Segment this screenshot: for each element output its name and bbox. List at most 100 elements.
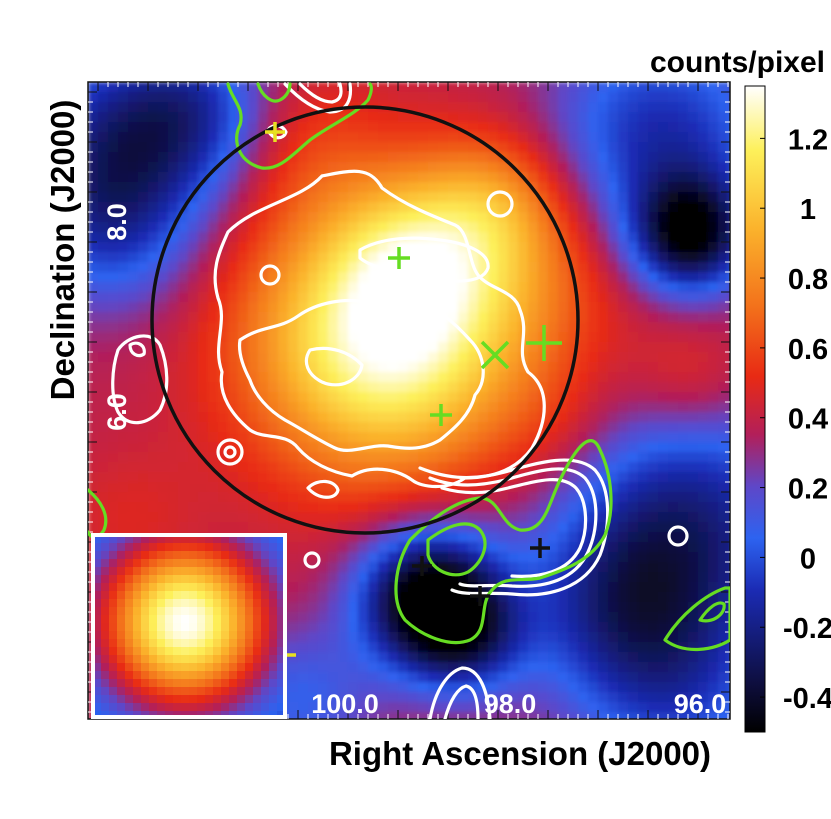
inset-cell xyxy=(141,639,150,648)
heatmap-cell xyxy=(558,172,569,183)
heatmap-cell xyxy=(328,642,339,653)
heatmap-cell xyxy=(718,392,729,403)
heatmap-cell xyxy=(658,302,669,313)
heatmap-cell xyxy=(688,232,699,243)
heatmap-cell xyxy=(338,292,349,303)
heatmap-cell xyxy=(518,682,529,693)
heatmap-cell xyxy=(688,382,699,393)
heatmap-cell xyxy=(538,232,549,243)
inset-cell xyxy=(117,559,126,568)
heatmap-cell xyxy=(658,392,669,403)
heatmap-cell xyxy=(248,412,259,423)
heatmap-cell xyxy=(338,542,349,553)
heatmap-cell xyxy=(248,82,259,93)
heatmap-cell xyxy=(168,312,179,323)
inset-cell xyxy=(93,711,102,717)
heatmap-cell xyxy=(378,282,389,293)
inset-cell xyxy=(237,631,246,640)
heatmap-cell xyxy=(698,112,709,123)
heatmap-cell xyxy=(498,622,509,633)
heatmap-cell xyxy=(668,192,679,203)
inset-cell xyxy=(173,607,182,616)
heatmap-cell xyxy=(578,452,589,463)
heatmap-cell xyxy=(498,712,509,719)
heatmap-cell xyxy=(108,302,119,313)
heatmap-cell xyxy=(438,222,449,233)
heatmap-cell xyxy=(218,422,229,433)
heatmap-cell xyxy=(428,232,439,243)
heatmap-cell xyxy=(668,602,679,613)
heatmap-cell xyxy=(478,202,489,213)
heatmap-cell xyxy=(158,182,169,193)
heatmap-cell xyxy=(408,592,419,603)
heatmap-cell xyxy=(228,202,239,213)
heatmap-cell xyxy=(298,542,309,553)
heatmap-cell xyxy=(578,102,589,113)
inset-cell xyxy=(173,687,182,696)
heatmap-cell xyxy=(488,372,499,383)
heatmap-cell xyxy=(368,152,379,163)
heatmap-cell xyxy=(718,242,729,253)
heatmap-cell xyxy=(158,462,169,473)
heatmap-cell xyxy=(128,92,139,103)
heatmap-cell xyxy=(448,612,459,623)
heatmap-cell xyxy=(598,342,609,353)
heatmap-cell xyxy=(448,412,459,423)
inset-cell xyxy=(197,663,206,672)
heatmap-cell xyxy=(668,182,679,193)
heatmap-cell xyxy=(428,102,439,113)
heatmap-cell xyxy=(448,632,459,643)
heatmap-cell xyxy=(678,592,689,603)
inset-cell xyxy=(269,551,278,560)
inset-cell xyxy=(125,687,134,696)
heatmap-cell xyxy=(348,442,359,453)
heatmap-cell xyxy=(408,482,419,493)
heatmap-cell xyxy=(198,462,209,473)
heatmap-cell xyxy=(318,222,329,233)
heatmap-cell xyxy=(708,202,719,213)
heatmap-cell xyxy=(298,342,309,353)
inset-cell xyxy=(133,535,142,544)
heatmap-cell xyxy=(718,532,729,543)
heatmap-cell xyxy=(648,522,659,533)
heatmap-cell xyxy=(508,302,519,313)
heatmap-cell xyxy=(368,632,379,643)
heatmap-cell xyxy=(418,572,429,583)
heatmap-cell xyxy=(288,202,299,213)
heatmap-cell xyxy=(198,522,209,533)
heatmap-cell xyxy=(348,192,359,203)
inset-cell xyxy=(149,695,158,704)
heatmap-cell xyxy=(528,712,539,719)
heatmap-cell xyxy=(328,332,339,343)
heatmap-cell xyxy=(628,152,639,163)
heatmap-cell xyxy=(638,142,649,153)
heatmap-cell xyxy=(88,162,99,173)
heatmap-cell xyxy=(268,202,279,213)
heatmap-cell xyxy=(318,302,329,313)
inset-cell xyxy=(149,583,158,592)
heatmap-cell xyxy=(658,592,669,603)
heatmap-cell xyxy=(618,262,629,273)
inset-cell xyxy=(269,703,278,712)
heatmap-cell xyxy=(328,92,339,103)
heatmap-cell xyxy=(668,592,679,603)
heatmap-cell xyxy=(538,642,549,653)
inset-cell xyxy=(221,679,230,688)
inset-cell xyxy=(149,615,158,624)
inset-cell xyxy=(269,695,278,704)
heatmap-cell xyxy=(488,122,499,133)
heatmap-cell xyxy=(628,262,639,273)
heatmap-cell xyxy=(698,282,709,293)
heatmap-cell xyxy=(498,192,509,203)
heatmap-cell xyxy=(518,622,529,633)
heatmap-cell xyxy=(488,502,499,513)
heatmap-cell xyxy=(468,702,479,713)
heatmap-cell xyxy=(388,152,399,163)
inset-cell xyxy=(141,559,150,568)
heatmap-cell xyxy=(648,292,659,303)
inset-cell xyxy=(237,679,246,688)
heatmap-cell xyxy=(318,552,329,563)
heatmap-cell xyxy=(218,182,229,193)
heatmap-cell xyxy=(728,282,730,293)
heatmap-cell xyxy=(188,412,199,423)
